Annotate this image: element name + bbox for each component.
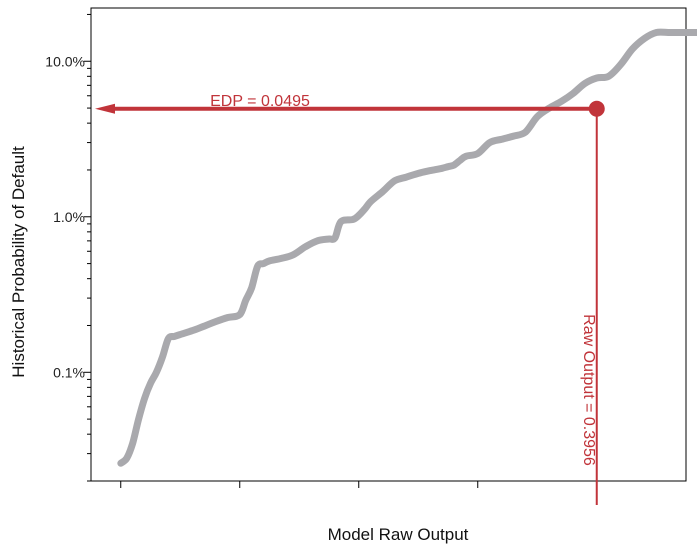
edp-label: EDP = 0.0495 <box>210 93 310 110</box>
marker-point <box>588 100 605 117</box>
y-axis-title: Historical Probability of Default <box>9 146 28 378</box>
plot-frame <box>90 7 687 482</box>
y-tick-label-2: 10.0% <box>45 53 85 69</box>
raw-output-label: Raw Output = 0.3956 <box>580 314 597 466</box>
ticks: 0.1% 1.0% 10.0% <box>45 13 598 488</box>
x-axis-title: Model Raw Output <box>328 525 469 544</box>
y-tick-label-0: 0.1% <box>53 364 85 380</box>
axes <box>90 7 687 482</box>
series-line-0 <box>117 28 697 467</box>
y-tick-label-1: 1.0% <box>53 209 85 225</box>
edp-arrow-head <box>95 103 115 114</box>
series-layer <box>117 28 697 467</box>
annotation-layer <box>95 100 605 505</box>
